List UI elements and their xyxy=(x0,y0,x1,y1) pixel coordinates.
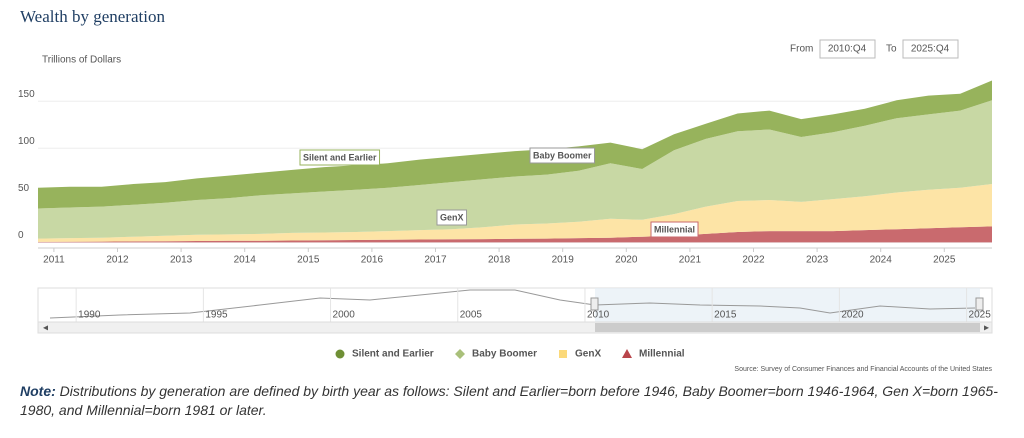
annotation-box xyxy=(650,221,699,238)
chart: Wealth by generation Trillions of Dollar… xyxy=(18,7,993,373)
scrollbar[interactable] xyxy=(37,321,993,334)
note-label: Note: xyxy=(20,383,56,399)
x-tick-label: 2017 xyxy=(424,255,447,266)
x-tick-label: 2024 xyxy=(870,255,893,266)
navigator-handle[interactable] xyxy=(590,297,599,311)
annotation: GenX xyxy=(440,212,464,222)
y-axis-label: Trillions of Dollars xyxy=(42,55,121,66)
note-text: Distributions by generation are defined … xyxy=(20,383,998,418)
scroll-right[interactable]: ▸ xyxy=(984,323,989,334)
legend-label: GenX xyxy=(575,349,601,360)
scroll-left[interactable]: ◂ xyxy=(43,323,48,334)
navigator-tick-label: 1995 xyxy=(205,310,228,321)
x-tick-label: 2023 xyxy=(806,255,829,266)
annotation: Millennial xyxy=(654,224,695,234)
source: Source: Survey of Consumer Finances and … xyxy=(734,366,992,373)
x-tick-label: 2011 xyxy=(43,255,65,266)
y-tick-label: 100 xyxy=(18,136,35,147)
annotation-box xyxy=(436,209,468,226)
x-tick-label: 2013 xyxy=(170,255,193,266)
area xyxy=(38,100,992,239)
navigator-handle[interactable] xyxy=(975,297,984,311)
x-tick-label: 2021 xyxy=(679,255,702,266)
to-label: To xyxy=(886,44,897,55)
to-input[interactable] xyxy=(902,39,959,59)
x-tick-label: 2015 xyxy=(297,255,320,266)
x-tick-label: 2022 xyxy=(742,255,765,266)
legend-label: Millennial xyxy=(639,349,685,360)
legend-label: Silent and Earlier xyxy=(352,349,434,360)
from-label: From xyxy=(790,44,813,55)
annotation-box xyxy=(299,149,381,166)
y-tick-label: 50 xyxy=(18,183,30,194)
navigator-tick-label: 2025 xyxy=(969,310,992,321)
x-tick-label: 2020 xyxy=(615,255,638,266)
x-tick-label: 2018 xyxy=(488,255,511,266)
scrollbar-thumb[interactable] xyxy=(595,323,980,332)
legend-marker xyxy=(559,350,567,358)
from-input[interactable] xyxy=(819,39,876,59)
x-tick-label: 2019 xyxy=(552,255,575,266)
navigator-selection[interactable] xyxy=(595,288,980,322)
to-value[interactable]: 2025:Q4 xyxy=(911,44,950,55)
navigator-tick-label: 2010 xyxy=(587,310,610,321)
legend-label: Baby Boomer xyxy=(472,349,537,360)
legend-marker xyxy=(622,349,632,358)
navigator-tick-label: 1990 xyxy=(78,310,101,321)
x-tick-label: 2012 xyxy=(106,255,129,266)
navigator-tick-label: 2005 xyxy=(460,310,483,321)
annotation: Silent and Earlier xyxy=(303,152,377,162)
legend-marker xyxy=(335,349,345,359)
x-tick-label: 2016 xyxy=(361,255,384,266)
area xyxy=(38,184,992,242)
y-tick-label: 150 xyxy=(18,89,35,100)
x-tick-label: 2025 xyxy=(933,255,956,266)
navigator-tick-label: 2015 xyxy=(714,310,737,321)
x-tick-label: 2014 xyxy=(234,255,257,266)
navigator-tick-label: 2000 xyxy=(333,310,356,321)
chart-title: Wealth by generation xyxy=(20,7,165,26)
annotation-box xyxy=(529,147,596,164)
navigator-tick-label: 2020 xyxy=(841,310,864,321)
annotation: Baby Boomer xyxy=(533,150,592,160)
from-value[interactable]: 2010:Q4 xyxy=(828,44,867,55)
legend-marker xyxy=(455,349,465,359)
navigator-line xyxy=(49,289,976,319)
area xyxy=(38,226,992,243)
note: Note: Distributions by generation are de… xyxy=(20,382,1000,420)
y-tick-label: 0 xyxy=(18,230,24,241)
area xyxy=(38,80,992,209)
